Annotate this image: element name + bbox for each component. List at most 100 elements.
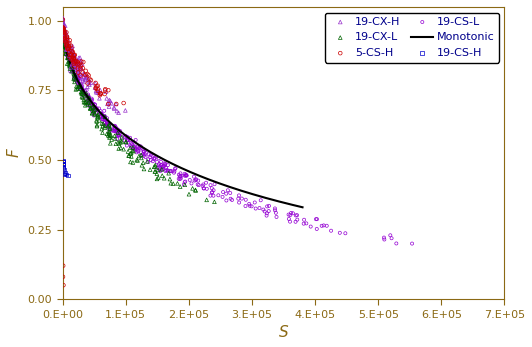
19-CS-L [292, 213, 300, 218]
19-CS-L [113, 127, 121, 132]
19-CX-H [85, 82, 94, 87]
5-CS-H [63, 45, 72, 51]
19-CS-L [99, 115, 107, 120]
5-CS-H [73, 62, 82, 67]
19-CX-L [119, 146, 128, 152]
19-CX-L [62, 42, 70, 47]
19-CS-L [64, 49, 72, 55]
19-CS-L [59, 26, 68, 32]
19-CS-H [59, 161, 68, 167]
19-CS-L [120, 138, 129, 143]
19-CX-L [86, 106, 95, 111]
19-CX-H [66, 65, 75, 70]
19-CS-L [126, 135, 135, 141]
19-CS-L [68, 61, 77, 66]
19-CS-L [64, 50, 73, 56]
19-CX-L [60, 42, 68, 47]
19-CX-L [71, 73, 79, 79]
19-CX-H [63, 47, 71, 52]
19-CS-H [63, 173, 72, 178]
19-CS-L [155, 165, 163, 170]
19-CS-L [207, 185, 216, 191]
19-CX-L [60, 35, 69, 40]
19-CX-H [73, 61, 81, 67]
19-CX-L [126, 145, 135, 151]
19-CX-L [59, 28, 67, 34]
19-CX-H [74, 55, 83, 61]
19-CX-L [72, 83, 80, 89]
19-CX-H [60, 33, 69, 39]
19-CS-L [157, 159, 165, 164]
19-CX-L [88, 110, 97, 116]
19-CX-L [151, 162, 160, 168]
19-CS-L [105, 126, 113, 132]
19-CS-L [74, 78, 82, 83]
Legend: 19-CX-H, 19-CX-L, 5-CS-H, 19-CS-L, Monotonic, 19-CS-H: 19-CX-H, 19-CX-L, 5-CS-H, 19-CS-L, Monot… [325, 12, 499, 62]
19-CS-L [62, 46, 70, 51]
19-CS-L [88, 103, 97, 108]
19-CX-L [59, 33, 67, 39]
19-CS-L [76, 82, 84, 87]
19-CS-L [380, 235, 388, 240]
19-CX-L [75, 84, 84, 90]
19-CS-L [89, 108, 98, 113]
19-CX-L [101, 123, 109, 128]
19-CS-L [87, 96, 96, 101]
Monotonic [211, 179, 217, 183]
19-CX-H [81, 77, 90, 82]
19-CX-L [92, 118, 101, 123]
19-CX-L [81, 99, 90, 104]
19-CX-L [160, 176, 169, 181]
19-CS-L [155, 163, 163, 168]
19-CX-L [65, 57, 73, 62]
19-CS-L [170, 169, 179, 174]
19-CS-L [59, 19, 67, 25]
19-CS-L [222, 191, 230, 196]
19-CX-L [67, 62, 76, 68]
19-CS-L [73, 74, 82, 79]
19-CS-L [176, 176, 184, 182]
5-CS-H [92, 85, 100, 90]
5-CS-H [68, 56, 76, 61]
19-CS-L [194, 182, 203, 188]
19-CX-L [76, 82, 84, 87]
5-CS-H [60, 26, 68, 31]
19-CX-L [151, 164, 160, 169]
19-CX-H [76, 64, 85, 70]
5-CS-H [71, 58, 80, 63]
5-CS-H [83, 71, 92, 77]
Monotonic [138, 144, 144, 149]
19-CX-L [105, 123, 113, 128]
19-CX-H [77, 60, 85, 65]
19-CS-L [256, 197, 265, 203]
19-CX-H [78, 76, 87, 82]
19-CS-L [72, 76, 81, 82]
19-CS-L [64, 49, 73, 55]
19-CX-H [59, 23, 67, 28]
19-CX-L [59, 25, 67, 31]
19-CX-L [106, 141, 114, 146]
5-CS-H [59, 27, 67, 33]
19-CS-L [77, 87, 86, 93]
19-CS-L [90, 102, 99, 107]
19-CS-L [177, 176, 185, 181]
19-CX-L [191, 187, 200, 193]
5-CS-H [60, 37, 69, 43]
19-CS-L [146, 154, 154, 160]
19-CS-L [146, 157, 155, 163]
19-CS-L [131, 137, 140, 143]
19-CS-L [104, 123, 112, 128]
5-CS-H [72, 58, 80, 64]
19-CX-H [76, 64, 85, 69]
19-CX-L [154, 175, 162, 180]
5-CS-H [60, 33, 68, 39]
19-CS-L [122, 137, 131, 143]
19-CX-L [185, 192, 193, 197]
5-CS-H [93, 86, 102, 92]
19-CX-H [77, 66, 86, 71]
19-CS-L [61, 39, 69, 44]
19-CS-L [181, 179, 189, 184]
19-CS-L [89, 110, 98, 116]
19-CS-L [73, 79, 81, 85]
19-CS-L [286, 219, 294, 225]
